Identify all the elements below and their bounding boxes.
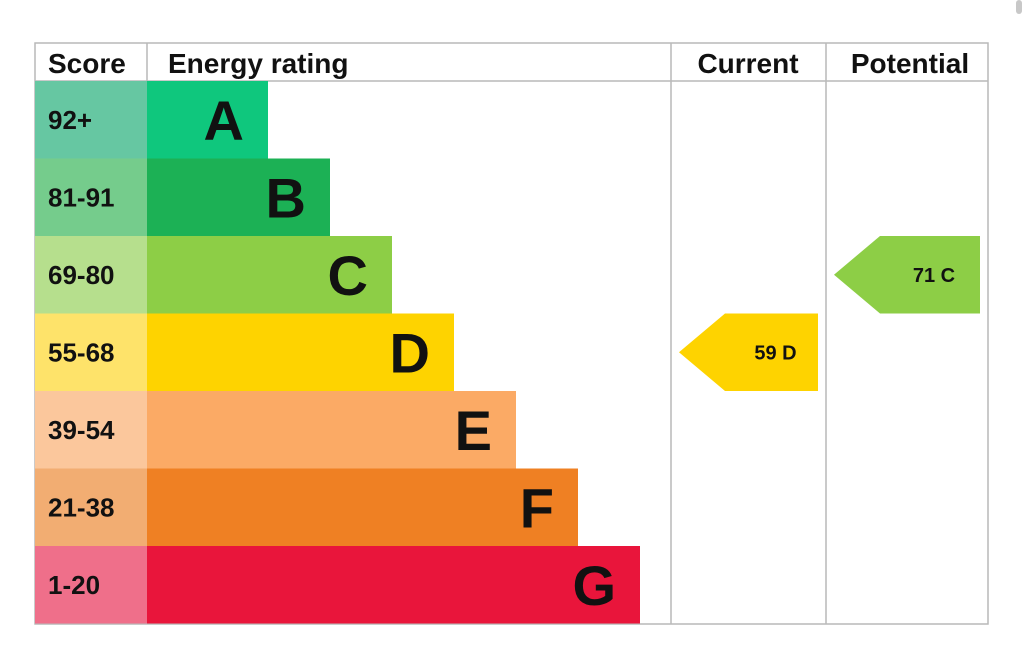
band-letter-d: D [390,321,430,384]
potential-rating-label: 71 C [913,265,955,287]
score-label-d: 55-68 [48,337,115,367]
score-cell-b [35,158,147,236]
band-letter-f: F [520,476,554,539]
rating-bands: 92+ A 81-91 B 69-80 C 55-68 D 39-54 E 21-38 F 1-20 G [35,81,640,624]
potential-rating-arrow [834,236,980,314]
current-rating-label: 59 D [754,342,796,364]
band-bar-d [147,313,454,391]
score-cell-f [35,468,147,546]
score-cell-d [35,313,147,391]
score-label-c: 69-80 [48,260,115,290]
score-cell-c [35,236,147,314]
band-letter-e: E [455,399,492,462]
band-letter-g: G [572,554,616,617]
current-rating-arrow [679,313,818,391]
score-cell-g [35,546,147,624]
score-cell-a [35,81,147,159]
band-bar-e [147,391,516,469]
header-energy-rating: Energy rating [168,48,348,79]
band-bar-g [147,546,640,624]
score-label-e: 39-54 [48,415,115,445]
band-bar-b [147,158,330,236]
header-potential: Potential [851,48,969,79]
rating-indicators: 59 D 71 C [679,236,980,391]
score-label-b: 81-91 [48,182,115,212]
header-score: Score [48,48,126,79]
header-current: Current [697,48,798,79]
band-bar-f [147,468,578,546]
scrollbar[interactable] [1016,0,1022,14]
score-cell-e [35,391,147,469]
score-label-a: 92+ [48,105,92,135]
band-letter-a: A [204,89,244,152]
band-bar-a [147,81,268,159]
band-letter-c: C [328,244,368,307]
score-label-f: 21-38 [48,492,115,522]
band-letter-b: B [266,166,306,229]
score-label-g: 1-20 [48,570,100,600]
band-bar-c [147,236,392,314]
